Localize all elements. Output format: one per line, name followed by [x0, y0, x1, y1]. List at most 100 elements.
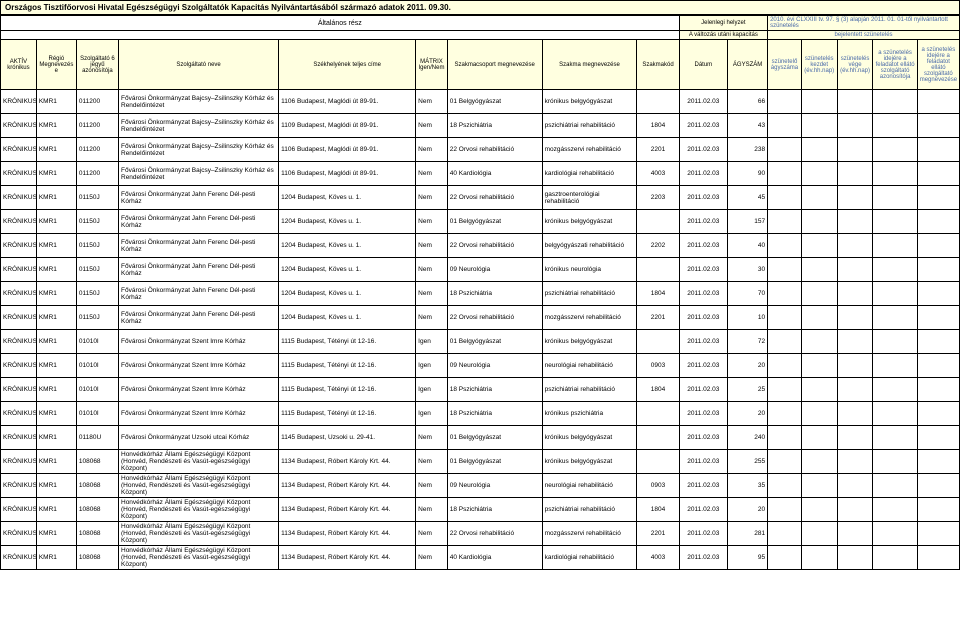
cell-datum: 2011.02.03	[679, 546, 727, 570]
cell-felmeg	[917, 282, 959, 306]
cell-szakmeg: mozgásszervi rehabilitáció	[542, 306, 637, 330]
cell-regio: KMR1	[36, 282, 76, 306]
cell-szakkod	[637, 210, 679, 234]
cell-szakkod	[637, 90, 679, 114]
cell-szolgid: 01150J	[76, 258, 118, 282]
cell-felmeg	[917, 234, 959, 258]
cell-felazo	[873, 234, 917, 258]
cell-agyszam: 35	[728, 474, 768, 498]
cell-agyszam: 90	[728, 162, 768, 186]
cell-szunagy	[768, 354, 802, 378]
cell-szunagy	[768, 210, 802, 234]
cell-nev: Fővárosi Önkormányzat Szent Imre Kórház	[119, 402, 279, 426]
cell-szakkod: 4003	[637, 546, 679, 570]
cell-szunkezd	[801, 282, 837, 306]
cell-nev: Honvédkórház Állami Egészségügyi Központ…	[119, 546, 279, 570]
hdr-matrix: MÁTRIX Igen/Nem	[416, 40, 448, 90]
cell-szek: 1204 Budapest, Köves u. 1.	[279, 210, 416, 234]
cell-szunagy	[768, 306, 802, 330]
cell-szakkod: 2202	[637, 234, 679, 258]
cell-szek: 1204 Budapest, Köves u. 1.	[279, 306, 416, 330]
cell-szunagy	[768, 186, 802, 210]
cell-matrix: Igen	[416, 330, 448, 354]
cell-nev: Fővárosi Önkormányzat Jahn Ferenc Dél-pe…	[119, 282, 279, 306]
cell-szunkezd	[801, 474, 837, 498]
cell-szakmeg: pszichiátriai rehabilitáció	[542, 114, 637, 138]
cell-szolgid: 01010I	[76, 402, 118, 426]
cell-szunveg	[837, 474, 873, 498]
cell-szunagy	[768, 330, 802, 354]
cell-szolgid: 01180U	[76, 426, 118, 450]
cell-aktiv: KRÓNIKUS	[1, 306, 37, 330]
cell-datum: 2011.02.03	[679, 498, 727, 522]
cell-szolgid: 01010I	[76, 378, 118, 402]
table-row: KRÓNIKUSKMR101150JFővárosi Önkormányzat …	[1, 258, 960, 282]
cell-felmeg	[917, 138, 959, 162]
cell-agyszam: 30	[728, 258, 768, 282]
cell-agyszam: 70	[728, 282, 768, 306]
cell-agyszam: 20	[728, 498, 768, 522]
cell-szakcs: 01 Belgyógyászat	[447, 450, 542, 474]
cell-szunveg	[837, 378, 873, 402]
cell-szunagy	[768, 114, 802, 138]
cell-aktiv: KRÓNIKUS	[1, 354, 37, 378]
cell-agyszam: 95	[728, 546, 768, 570]
cell-szunveg	[837, 162, 873, 186]
cell-szolgid: 011200	[76, 138, 118, 162]
cell-nev: Fővárosi Önkormányzat Jahn Ferenc Dél-pe…	[119, 234, 279, 258]
page-container: Országos Tisztifőorvosi Hivatal Egészség…	[0, 0, 960, 570]
cell-szakmeg: neurológiai rehabilitáció	[542, 354, 637, 378]
cell-szakmeg: krónikus belgyógyászat	[542, 90, 637, 114]
cell-szakkod: 1804	[637, 498, 679, 522]
cell-szolgid: 108068	[76, 474, 118, 498]
cell-regio: KMR1	[36, 258, 76, 282]
band-altalanos: Általános rész	[1, 16, 680, 31]
cell-felazo	[873, 138, 917, 162]
cell-aktiv: KRÓNIKUS	[1, 186, 37, 210]
cell-agyszam: 255	[728, 450, 768, 474]
cell-felmeg	[917, 186, 959, 210]
cell-datum: 2011.02.03	[679, 186, 727, 210]
cell-szunkezd	[801, 234, 837, 258]
cell-szakmeg: pszichiátriai rehabilitáció	[542, 282, 637, 306]
cell-datum: 2011.02.03	[679, 306, 727, 330]
cell-szek: 1204 Budapest, Köves u. 1.	[279, 282, 416, 306]
cell-regio: KMR1	[36, 378, 76, 402]
cell-datum: 2011.02.03	[679, 282, 727, 306]
cell-szunveg	[837, 330, 873, 354]
cell-matrix: Nem	[416, 450, 448, 474]
cell-datum: 2011.02.03	[679, 234, 727, 258]
cell-matrix: Nem	[416, 114, 448, 138]
cell-szek: 1115 Budapest, Tétényi út 12-16.	[279, 402, 416, 426]
cell-felmeg	[917, 546, 959, 570]
cell-matrix: Nem	[416, 162, 448, 186]
cell-szakmeg: kardiológiai rehabilitáció	[542, 162, 637, 186]
cell-szakmeg: krónikus belgyógyászat	[542, 450, 637, 474]
cell-aktiv: KRÓNIKUS	[1, 282, 37, 306]
cell-felazo	[873, 306, 917, 330]
table-row: KRÓNIKUSKMR101150JFővárosi Önkormányzat …	[1, 210, 960, 234]
cell-felazo	[873, 474, 917, 498]
cell-felazo	[873, 498, 917, 522]
table-row: KRÓNIKUSKMR101150JFővárosi Önkormányzat …	[1, 234, 960, 258]
cell-regio: KMR1	[36, 546, 76, 570]
cell-felmeg	[917, 258, 959, 282]
cell-szakcs: 01 Belgyógyászat	[447, 330, 542, 354]
hdr-nev: Szolgáltató neve	[119, 40, 279, 90]
cell-matrix: Nem	[416, 210, 448, 234]
cell-szolgid: 108068	[76, 450, 118, 474]
cell-szolgid: 108068	[76, 498, 118, 522]
cell-szek: 1134 Budapest, Róbert Károly Krt. 44.	[279, 522, 416, 546]
cell-nev: Fővárosi Önkormányzat Bajcsy–Zsilinszky …	[119, 90, 279, 114]
cell-szunveg	[837, 426, 873, 450]
hdr-szakmeg: Szakma megnevezése	[542, 40, 637, 90]
hdr-regio: Régió Megnevezés e	[36, 40, 76, 90]
cell-datum: 2011.02.03	[679, 330, 727, 354]
cell-aktiv: KRÓNIKUS	[1, 138, 37, 162]
cell-regio: KMR1	[36, 234, 76, 258]
cell-szunveg	[837, 546, 873, 570]
cell-szunkezd	[801, 546, 837, 570]
cell-szunkezd	[801, 402, 837, 426]
cell-szunveg	[837, 210, 873, 234]
cell-szolgid: 011200	[76, 114, 118, 138]
